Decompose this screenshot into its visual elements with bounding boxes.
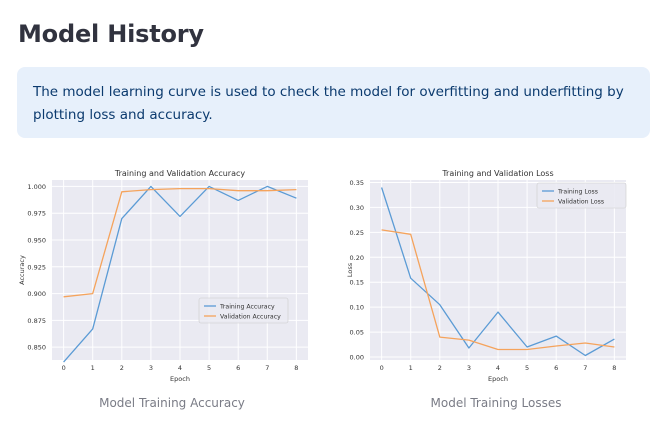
x-tick-label: 1 — [409, 364, 413, 372]
y-tick-label: 1.000 — [27, 183, 46, 191]
y-tick-label: 0.25 — [350, 229, 364, 237]
y-tick-label: 0.35 — [350, 179, 364, 187]
info-alert: The model learning curve is used to chec… — [17, 67, 650, 138]
loss-chart: 0.00 0.05 0.10 0.15 0.20 0.25 0.30 0.35 0 1 2 3 4 5 6 7… — [346, 169, 627, 383]
y-tick-label: 0.975 — [27, 210, 46, 218]
y-tick-label: 0.20 — [350, 254, 364, 262]
x-tick-label: 8 — [294, 364, 298, 372]
y-tick-label: 0.05 — [350, 329, 364, 337]
x-tick-label: 0 — [380, 364, 384, 372]
x-tick-label: 8 — [612, 364, 616, 372]
x-axis-label: Epoch — [488, 375, 508, 383]
page-title: Model History — [18, 20, 204, 48]
x-tick-label: 2 — [438, 364, 442, 372]
x-tick-label: 7 — [265, 364, 269, 372]
y-axis-label: Accuracy — [18, 255, 26, 285]
y-tick-label: 0.850 — [27, 344, 46, 352]
y-tick-label: 0.950 — [27, 237, 46, 245]
x-tick-label: 0 — [62, 364, 66, 372]
x-tick-label: 7 — [583, 364, 587, 372]
y-tick-label: 0.900 — [27, 290, 46, 298]
legend-label: Training Accuracy — [219, 303, 275, 310]
x-tick-label: 2 — [120, 364, 124, 372]
series-line-validation-accuracy — [63, 187, 297, 298]
legend-label: Validation Accuracy — [220, 313, 281, 320]
y-tick-label: 0.00 — [350, 354, 364, 362]
x-axis-label: Epoch — [170, 375, 190, 383]
series-line-training-loss — [380, 187, 615, 357]
chart-title: Training and Validation Loss — [441, 169, 553, 178]
y-tick-label: 0.10 — [350, 304, 364, 312]
legend-box — [536, 182, 627, 209]
x-tick-label: 5 — [207, 364, 211, 372]
accuracy-chart: 0.850 0.875 0.900 0.925 0.950 0.975 1.000 0 1 2 3 4… — [18, 169, 308, 383]
x-tick-label: 6 — [554, 364, 558, 372]
series-line-validation-loss — [381, 229, 615, 351]
x-tick-label: 4 — [178, 364, 182, 372]
legend-label: Training Loss — [557, 188, 598, 195]
chart-legend: Training Accuracy Validation Accuracy — [198, 297, 289, 324]
y-tick-label: 0.875 — [27, 317, 46, 325]
legend-box — [198, 297, 289, 324]
y-tick-label: 0.925 — [27, 263, 46, 271]
accuracy-caption: Model Training Accuracy — [99, 396, 245, 410]
chart-legend: Training Loss Validation Loss — [536, 182, 627, 209]
x-tick-label: 5 — [525, 364, 529, 372]
loss-caption: Model Training Losses — [430, 396, 562, 410]
loss-figure: 0.00 0.05 0.10 0.15 0.20 0.25 0.30 0.35 0 1 2 3 4 5 6 7… — [338, 165, 633, 385]
chart-title: Training and Validation Accuracy — [114, 169, 246, 178]
accuracy-figure: 0.850 0.875 0.900 0.925 0.950 0.975 1.000 0 1 2 3 4… — [14, 165, 309, 385]
x-tick-label: 6 — [236, 364, 240, 372]
y-tick-label: 0.15 — [350, 279, 364, 287]
info-text: The model learning curve is used to chec… — [33, 84, 624, 123]
x-tick-label: 4 — [496, 364, 500, 372]
y-axis-label: Loss — [346, 262, 354, 277]
x-tick-label: 3 — [467, 364, 471, 372]
y-tick-label: 0.30 — [350, 204, 364, 212]
legend-label: Validation Loss — [558, 198, 604, 205]
x-tick-label: 3 — [149, 364, 153, 372]
x-tick-label: 1 — [91, 364, 95, 372]
